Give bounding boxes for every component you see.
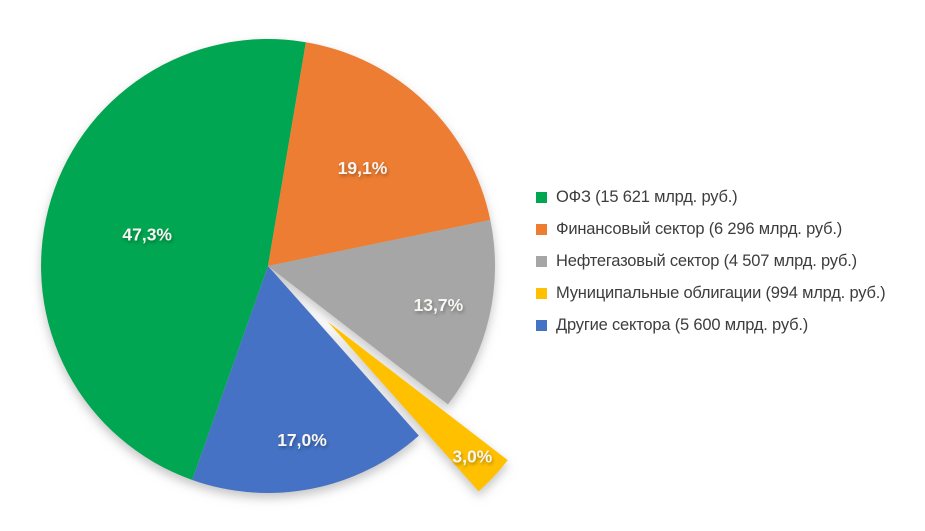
slice-percent-label-other: 17,0% — [277, 430, 327, 450]
pie-slice-finance — [268, 42, 491, 266]
slice-percent-label-ofz: 47,3% — [122, 225, 172, 245]
slice-percent-label-finance: 19,1% — [338, 158, 388, 178]
legend: ОФЗ (15 621 млрд. руб.) Финансовый секто… — [536, 181, 886, 341]
legend-label-other: Другие сектора (5 600 млрд. руб.) — [556, 315, 809, 334]
legend-item-finance: Финансовый сектор (6 296 млрд. руб.) — [536, 213, 885, 245]
legend-item-other: Другие сектора (5 600 млрд. руб.) — [536, 309, 885, 341]
pie-slice-municipal — [327, 321, 508, 492]
legend-swatch-municipal — [536, 287, 547, 299]
pie-slices-group — [41, 39, 508, 494]
legend-swatch-oilgas — [536, 255, 547, 267]
legend-item-oilgas: Нефтегазовый сектор (4 507 млрд. руб.) — [536, 245, 885, 277]
legend-swatch-ofz — [536, 191, 547, 203]
pie-slice-other — [192, 266, 419, 494]
legend-label-oilgas: Нефтегазовый сектор (4 507 млрд. руб.) — [556, 251, 857, 270]
legend-item-municipal: Муниципальные облигации (994 млрд. руб.) — [536, 277, 886, 309]
pie-slice-labels-group: 47,3% 19,1% 13,7% 3,0% 17,0% — [122, 158, 492, 466]
legend-label-municipal: Муниципальные облигации (994 млрд. руб.) — [556, 283, 886, 302]
legend-swatch-finance — [536, 223, 547, 235]
legend-label-finance: Финансовый сектор (6 296 млрд. руб.) — [556, 219, 843, 238]
legend-item-ofz: ОФЗ (15 621 млрд. руб.) — [536, 181, 885, 213]
legend-swatch-other — [536, 319, 547, 331]
slice-percent-label-oilgas: 13,7% — [414, 295, 464, 315]
slice-percent-label-municipal: 3,0% — [452, 446, 492, 466]
pie-slice-ofz — [41, 39, 306, 480]
legend-label-ofz: ОФЗ (15 621 млрд. руб.) — [556, 187, 738, 206]
pie-slice-oilgas — [268, 219, 495, 405]
